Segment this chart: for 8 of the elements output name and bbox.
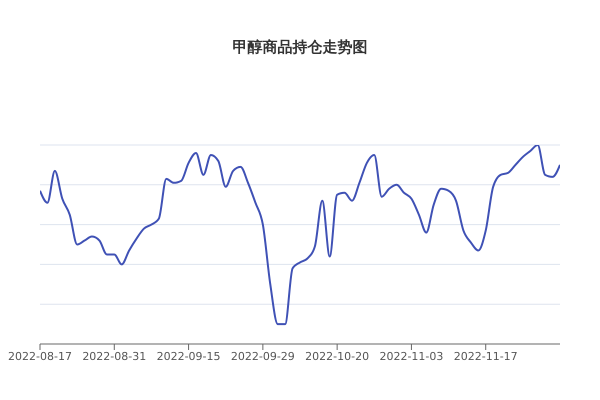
x-tick-label: 2022-08-31 [82,350,146,363]
x-tick-label: 2022-09-29 [230,350,295,363]
x-tick-label: 2022-09-15 [156,350,221,363]
x-tick-label: 2022-08-17 [8,350,72,363]
x-tick-label: 2022-11-03 [379,350,444,363]
chart-title: 甲醇商品持仓走势图 [232,38,368,57]
x-tick-label: 2022-11-17 [454,350,518,363]
x-tick-label: 2022-10-20 [305,350,370,363]
